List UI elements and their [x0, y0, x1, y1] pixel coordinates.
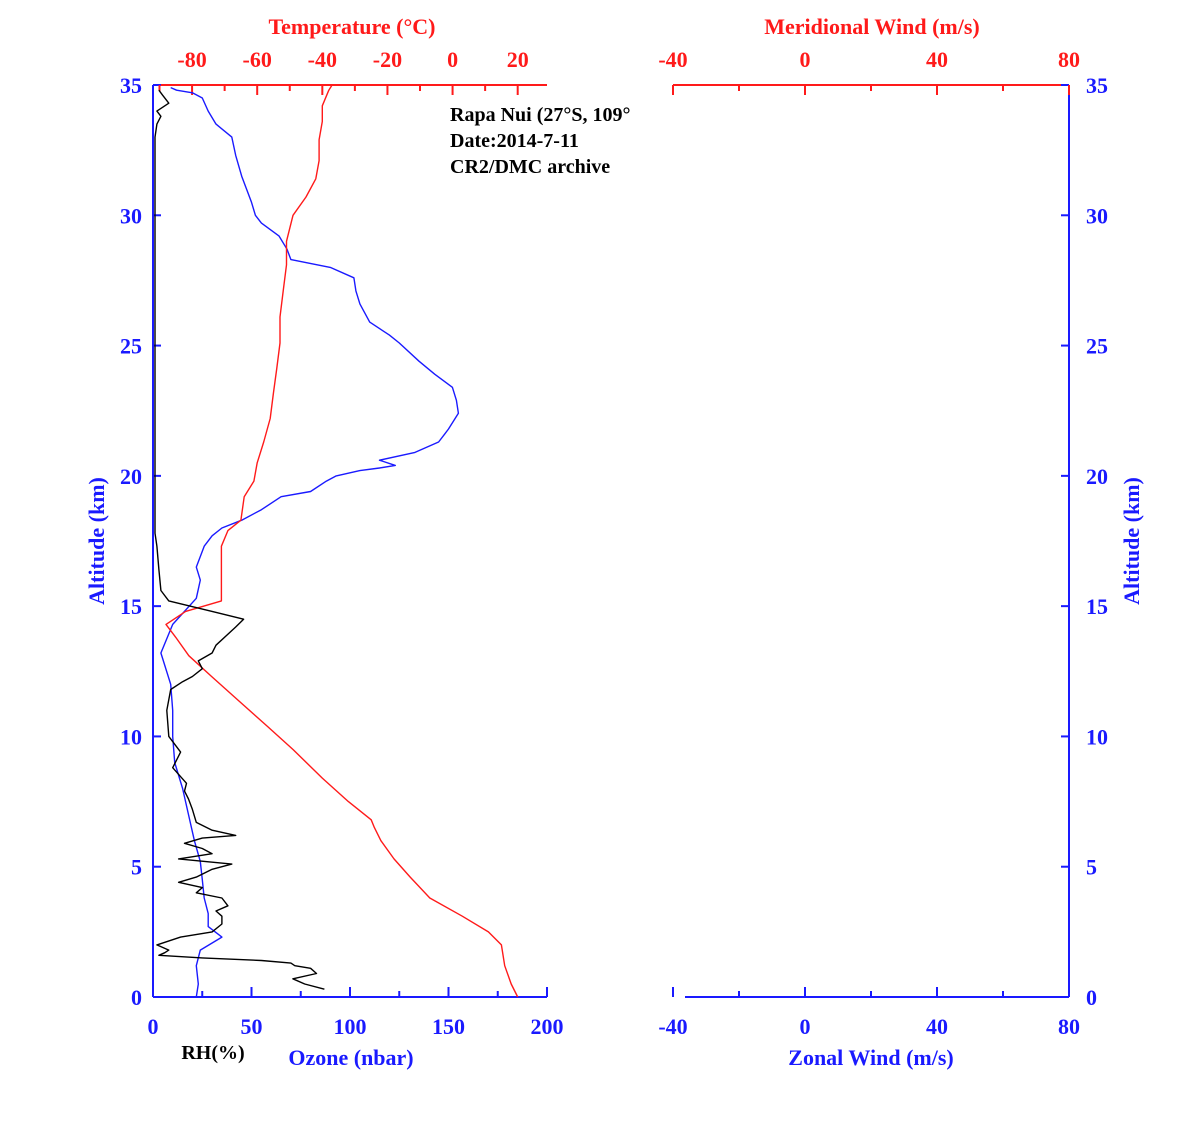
ozone-profile-line — [160, 86, 460, 998]
right-top-tick-label: 0 — [800, 47, 811, 72]
right-top-tick-label: 80 — [1058, 47, 1080, 72]
left-bottom-tick-label: 100 — [334, 1014, 367, 1039]
left-panel: 0 5 10 15 20 25 30 35 -80 -60 -40 -20 0 20 0 50 100 150… — [84, 14, 630, 1070]
annotation-date: Date:2014-7-11 — [450, 130, 579, 152]
annotation-station: Rapa Nui (27°S, 109° — [450, 104, 630, 126]
right-bottom-tick-label: 80 — [1058, 1014, 1080, 1039]
right-bottom-ticks: -40 0 40 80 — [658, 987, 1080, 1039]
left-top-tick-label: -40 — [308, 47, 337, 72]
right-top-tick-label: 40 — [926, 47, 948, 72]
left-top-tick-label: -60 — [243, 47, 272, 72]
right-top-ticks: -40 0 40 80 — [658, 47, 1080, 95]
right-top-axis-label: Meridional Wind (m/s) — [764, 14, 980, 39]
left-y-tick-label: 5 — [131, 855, 142, 880]
right-bottom-tick-label: 40 — [926, 1014, 948, 1039]
right-y-tick-label: 35 — [1086, 73, 1108, 98]
left-bottom-tick-label: 0 — [148, 1014, 159, 1039]
rh-profile-line — [154, 89, 325, 990]
left-top-tick-label: -80 — [177, 47, 206, 72]
zonal-wind-axis-label: Zonal Wind (m/s) — [788, 1045, 953, 1070]
left-bottom-ticks: 0 50 100 150 200 — [148, 987, 564, 1039]
right-y-ticks: 0 5 10 15 20 25 30 35 — [1061, 73, 1108, 1010]
left-y-tick-label: 35 — [120, 73, 142, 98]
right-y-tick-label: 5 — [1086, 855, 1097, 880]
left-y-tick-label: 30 — [120, 203, 142, 228]
left-y-tick-label: 20 — [120, 464, 142, 489]
left-top-axis-label: Temperature (°C) — [268, 14, 435, 39]
left-top-tick-label: -20 — [373, 47, 402, 72]
right-y-tick-label: 20 — [1086, 464, 1108, 489]
left-y-tick-label: 0 — [131, 985, 142, 1010]
left-y-tick-label: 10 — [120, 724, 142, 749]
left-y-tick-label: 25 — [120, 334, 142, 359]
left-bottom-tick-label: 50 — [241, 1014, 263, 1039]
right-y-tick-label: 0 — [1086, 985, 1097, 1010]
right-y-axis-label: Altitude (km) — [1119, 477, 1144, 605]
temperature-profile-line — [165, 84, 519, 998]
left-bottom-tick-label: 150 — [432, 1014, 465, 1039]
left-top-ticks: -80 -60 -40 -20 0 20 — [158, 47, 529, 95]
rh-axis-label: RH(%) — [181, 1042, 244, 1064]
right-y-tick-label: 25 — [1086, 334, 1108, 359]
ozone-axis-label: Ozone (nbar) — [288, 1045, 413, 1070]
left-series-group — [154, 84, 519, 998]
left-y-axis-label: Altitude (km) — [84, 477, 109, 605]
right-bottom-tick-label: -40 — [658, 1014, 687, 1039]
right-top-tick-label: -40 — [658, 47, 687, 72]
left-top-tick-label: 20 — [507, 47, 529, 72]
left-y-tick-label: 15 — [120, 594, 142, 619]
left-y-ticks: 0 5 10 15 20 25 30 35 — [120, 73, 161, 1010]
chart-annotation: Rapa Nui (27°S, 109° Date:2014-7-11 CR2/… — [450, 104, 630, 178]
right-y-tick-label: 30 — [1086, 203, 1108, 228]
right-panel: 0 5 10 15 20 25 30 35 -40 0 40 80 -40 0 40 80 Meridio… — [658, 14, 1144, 1070]
right-bottom-tick-label: 0 — [800, 1014, 811, 1039]
annotation-archive: CR2/DMC archive — [450, 156, 610, 178]
left-bottom-tick-label: 200 — [531, 1014, 564, 1039]
left-top-tick-label: 0 — [447, 47, 458, 72]
right-y-tick-label: 10 — [1086, 724, 1108, 749]
right-y-tick-label: 15 — [1086, 594, 1108, 619]
